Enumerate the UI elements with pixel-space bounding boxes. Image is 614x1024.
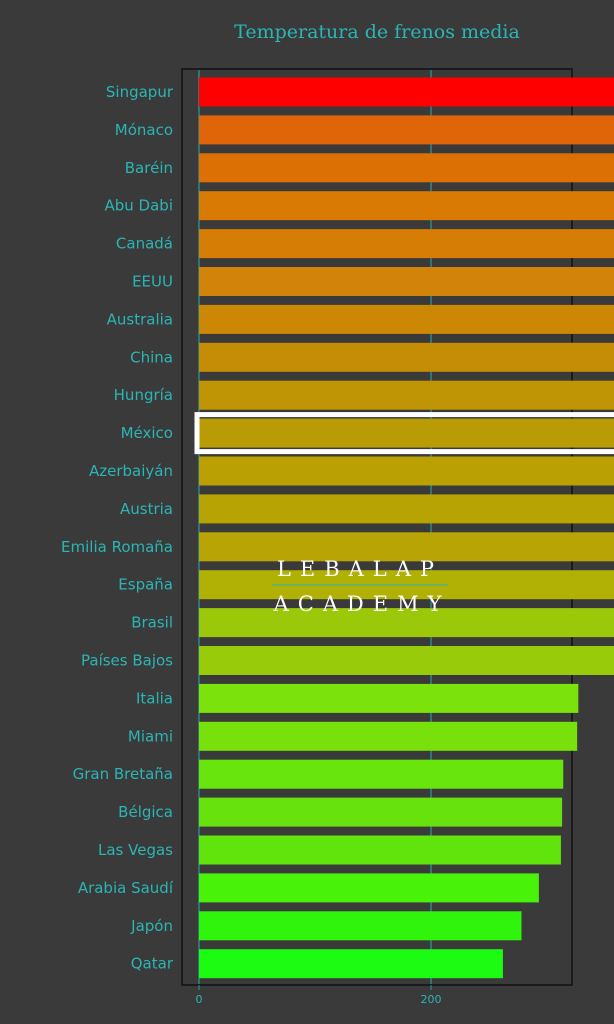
highlight: 433	[194, 412, 614, 455]
bar	[199, 229, 614, 259]
plot-frame	[181, 68, 573, 986]
x-axis-ticks: 0200400600	[196, 985, 442, 1006]
category-label: Las Vegas	[98, 841, 173, 859]
watermark-line1: LEBALAP	[277, 557, 443, 581]
bar	[199, 153, 614, 183]
category-label: Gran Bretaña	[73, 765, 173, 783]
bars	[199, 77, 614, 979]
category-label: Abu Dabi	[105, 197, 174, 215]
bar	[199, 304, 614, 334]
bar	[199, 797, 563, 827]
category-label: Hungría	[114, 386, 173, 404]
category-label: Australia	[107, 310, 173, 328]
bar	[199, 683, 579, 713]
bar	[199, 191, 614, 221]
category-label: Mónaco	[115, 121, 173, 139]
x-tick-label: 0	[196, 993, 203, 1006]
bar	[199, 267, 614, 296]
bar	[199, 721, 578, 751]
category-label: Austria	[120, 500, 173, 518]
category-label: Bélgica	[118, 803, 173, 821]
category-label: Azerbaiyán	[89, 462, 173, 480]
category-label: China	[130, 348, 173, 366]
category-labels: Singapur Mónaco Baréin Abu Dabi Canadá EEUU Au…	[61, 83, 174, 973]
bar	[199, 949, 503, 979]
category-label: España	[118, 576, 173, 594]
bar	[199, 873, 539, 903]
bar	[199, 532, 614, 562]
highlight-box	[194, 412, 614, 455]
bar	[199, 418, 614, 448]
category-label: Japón	[130, 917, 173, 935]
bar	[199, 115, 614, 145]
category-label: Baréin	[125, 159, 173, 177]
bar	[199, 759, 564, 789]
category-label: Qatar	[131, 955, 174, 973]
bar	[199, 646, 614, 675]
category-label: EEUU	[132, 273, 173, 291]
category-label: Brasil	[131, 614, 173, 632]
bar	[199, 608, 614, 638]
bar	[199, 835, 561, 865]
bar	[199, 456, 614, 486]
category-label: Países Bajos	[81, 652, 173, 670]
category-label: Singapur	[106, 83, 174, 101]
chart-title: Temperatura de frenos media	[234, 21, 520, 43]
gridlines	[198, 70, 432, 984]
watermark-line2: ACADEMY	[273, 592, 451, 616]
bar	[199, 494, 614, 524]
bar	[199, 342, 614, 372]
category-label: Canadá	[116, 235, 173, 253]
category-label: México	[121, 424, 173, 442]
watermark: LEBALAP ACADEMY	[272, 557, 451, 616]
category-label: Emilia Romaña	[61, 538, 173, 556]
category-label: Italia	[136, 689, 173, 707]
bar	[199, 77, 614, 107]
category-label: Arabia Saudí	[78, 879, 174, 897]
bar	[199, 380, 614, 410]
x-tick-label: 200	[421, 993, 442, 1006]
category-label: Miami	[128, 727, 173, 745]
bar	[199, 911, 522, 941]
